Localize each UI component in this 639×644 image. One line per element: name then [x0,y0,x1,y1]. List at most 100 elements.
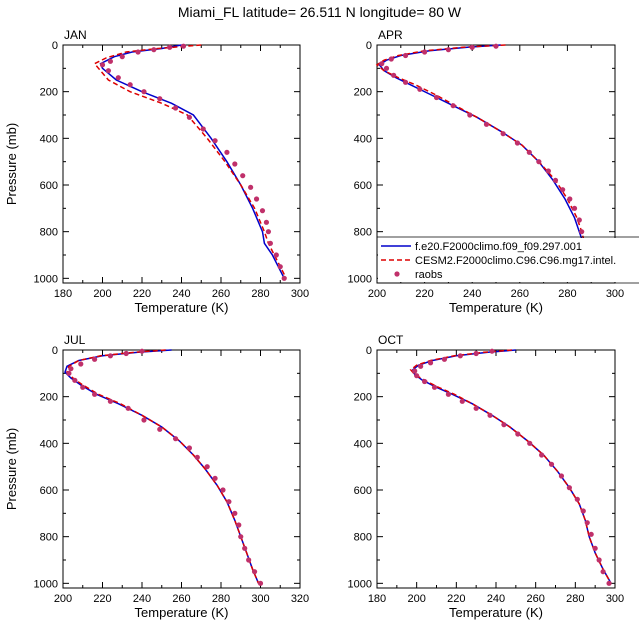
legend: f.e20.F2000climo.f09_f09.297.001 CESM2.F2… [377,236,639,284]
y-tick-label: 600 [354,180,372,192]
obs-point [115,75,121,81]
x-tick-label: 260 [526,593,544,605]
x-tick-label: 300 [606,288,624,300]
obs-point [212,138,218,144]
y-tick-label: 800 [40,227,58,239]
obs-point [151,47,157,53]
obs-point [167,44,173,50]
panel-label: JUL [64,333,86,347]
obs-point [277,264,283,270]
panel-oct: OCT 180 200 220 240 260 280 300 0 200 400 600 800 100… [348,333,625,620]
x-tick-label: 240 [133,593,151,605]
x-axis-label: Temperature (K) [449,300,543,315]
obs-point [576,217,582,223]
x-axis-label: Temperature (K) [135,605,229,620]
obs-point [220,487,226,493]
obs-point [445,391,451,397]
obs-point [259,208,266,214]
obs-point [427,360,434,366]
obs-point [473,350,479,357]
obs-point [194,454,200,460]
y-axis-label: Pressure (mb) [4,123,19,205]
obs-point [273,252,279,258]
obs-point [212,475,218,481]
y-tick-label: 200 [354,392,372,404]
legend-swatch [394,271,400,277]
obs-point [248,184,254,190]
obs-point [596,557,602,563]
obs-point [391,72,397,78]
obs-point [417,86,423,92]
obs-point [139,348,145,354]
y-tick-label: 600 [354,485,372,497]
obs-point [526,149,532,155]
legend-label: CESM2.F2000climo.C96.C96.mg17.intel. [415,255,616,267]
y-tick-label: 200 [40,392,58,404]
obs-point [414,373,420,379]
y-tick-label: 800 [354,532,372,544]
obs-point [467,112,473,118]
x-tick-label: 180 [368,593,386,605]
x-tick-label: 180 [54,288,72,300]
obs-point [246,557,252,563]
y-tick-label: 600 [40,485,58,497]
obs-point [558,473,565,479]
obs-point [388,56,394,62]
obs-point [574,496,580,502]
y-tick-label: 1000 [348,578,372,590]
x-tick-label: 200 [368,288,386,300]
obs-point [204,464,210,470]
y-tick-label: 1000 [34,273,58,285]
x-tick-label: 220 [415,288,433,300]
obs-point [501,422,507,428]
obs-point [186,114,192,120]
model2-line [66,349,260,584]
obs-point [99,62,106,68]
x-axis-label: Temperature (K) [135,300,229,315]
obs-point [433,94,440,101]
x-tick-label: 260 [172,593,190,605]
obs-point [592,545,598,551]
obs-point [180,43,187,49]
obs-point [545,168,551,174]
x-tick-label: 260 [511,288,529,300]
legend-background [378,238,638,282]
y-tick-label: 200 [40,87,58,99]
obs-point [253,196,260,202]
obs-point [580,508,586,514]
obs-point [422,49,428,55]
obs-point [588,531,594,537]
x-tick-label: 300 [606,593,624,605]
obs-point [68,366,74,372]
obs-point [539,452,545,458]
y-tick-label: 1000 [34,578,58,590]
obs-point [72,377,78,383]
obs-point [251,569,258,575]
x-tick-label: 280 [212,593,230,605]
x-tick-label: 280 [558,288,576,300]
obs-point [571,205,578,211]
obs-point [107,58,113,64]
panel-label: APR [378,28,403,42]
obs-point [445,47,451,53]
y-tick-label: 400 [40,133,58,145]
panel-label: JAN [64,28,87,42]
obs-point [552,177,559,183]
y-tick-label: 800 [40,532,58,544]
obs-point [232,161,238,167]
panel-jan: JAN 180 200 220 240 260 280 300 0 200 400 600 800 100… [4,28,309,315]
obs-point [514,140,521,146]
obs-point [450,103,456,109]
obs-point [265,229,271,235]
obs-point [483,121,490,127]
obs-point [238,534,244,540]
obs-point [281,275,287,281]
y-tick-label: 800 [354,227,372,239]
panel-apr: APR 200 220 240 260 280 300 0 200 400 600 800 1000 Te… [348,28,625,315]
plot-frame [376,349,616,589]
obs-point [66,370,72,376]
x-tick-label: 240 [172,288,190,300]
obs-point [141,89,147,95]
x-axis-label: Temperature (K) [449,605,543,620]
obs-point [78,361,84,367]
